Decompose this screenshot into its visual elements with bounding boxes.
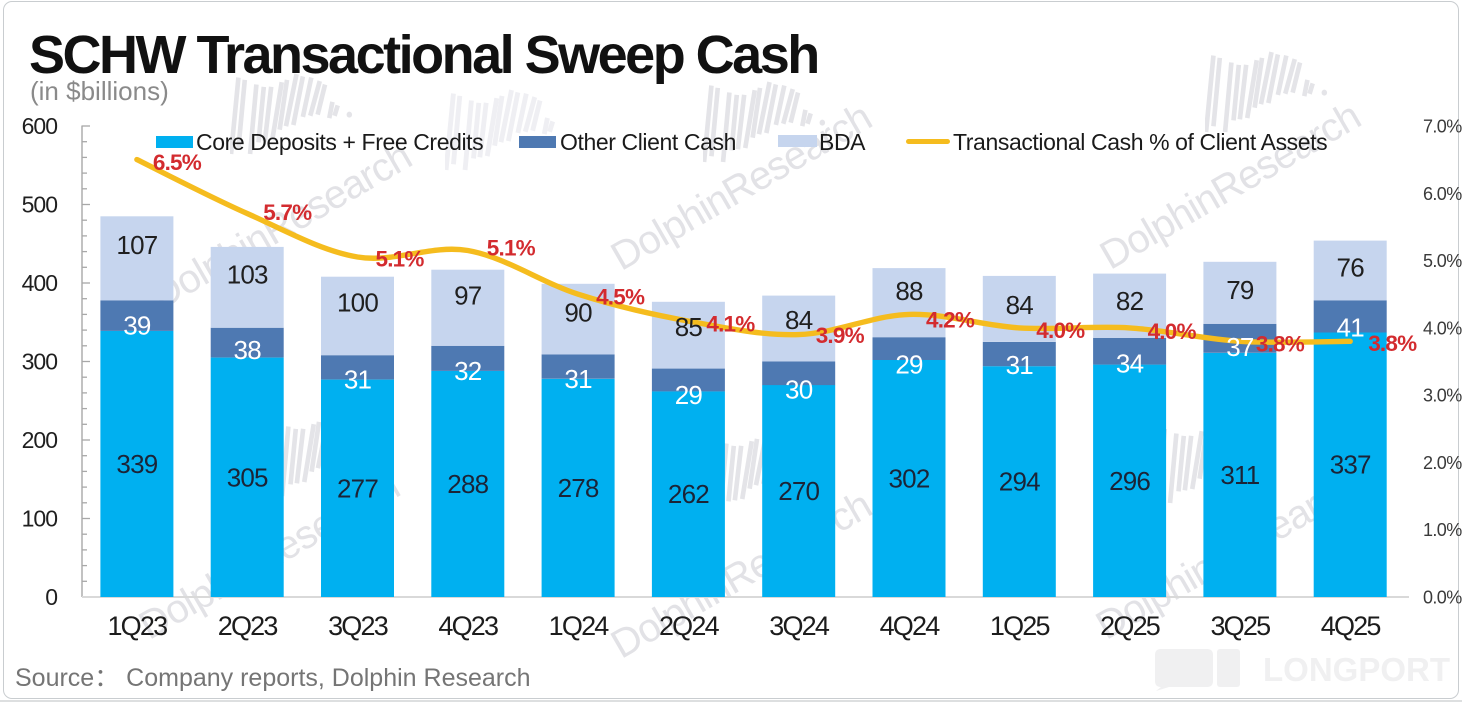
svg-text:1Q25: 1Q25 — [990, 611, 1050, 641]
svg-text:339: 339 — [116, 449, 157, 479]
svg-text:38: 38 — [234, 335, 262, 365]
svg-text:3Q24: 3Q24 — [769, 611, 830, 641]
svg-text:2Q24: 2Q24 — [659, 611, 720, 641]
svg-text:41: 41 — [1337, 312, 1365, 342]
svg-text:32: 32 — [454, 356, 482, 386]
svg-text:79: 79 — [1226, 275, 1254, 305]
svg-text:4.0%: 4.0% — [1148, 319, 1197, 344]
svg-text:5.1%: 5.1% — [487, 236, 536, 261]
svg-text:6.0%: 6.0% — [1423, 184, 1462, 204]
svg-text:90: 90 — [564, 298, 592, 328]
svg-text:302: 302 — [889, 464, 930, 494]
svg-text:288: 288 — [447, 469, 488, 499]
svg-text:1Q23: 1Q23 — [107, 611, 167, 641]
svg-text:84: 84 — [1006, 290, 1034, 320]
svg-text:4.5%: 4.5% — [596, 285, 645, 310]
svg-text:107: 107 — [116, 230, 157, 260]
svg-text:296: 296 — [1109, 466, 1150, 496]
svg-text:262: 262 — [668, 479, 709, 509]
svg-text:82: 82 — [1116, 286, 1144, 316]
svg-text:85: 85 — [675, 312, 703, 342]
svg-text:4Q24: 4Q24 — [880, 611, 941, 641]
svg-text:400: 400 — [22, 270, 58, 296]
svg-text:5.1%: 5.1% — [376, 247, 425, 272]
svg-text:7.0%: 7.0% — [1423, 117, 1462, 137]
svg-text:1.0%: 1.0% — [1423, 520, 1462, 540]
svg-text:277: 277 — [337, 473, 378, 503]
svg-text:100: 100 — [22, 506, 58, 532]
svg-text:3.8%: 3.8% — [1368, 331, 1417, 356]
svg-text:3Q25: 3Q25 — [1210, 611, 1270, 641]
svg-text:1Q24: 1Q24 — [549, 611, 610, 641]
svg-text:4.1%: 4.1% — [706, 311, 755, 336]
svg-text:0.0%: 0.0% — [1423, 588, 1462, 608]
svg-text:4.0%: 4.0% — [1423, 318, 1462, 338]
svg-text:37: 37 — [1226, 332, 1254, 362]
svg-text:3.8%: 3.8% — [1256, 332, 1305, 357]
svg-text:39: 39 — [123, 310, 151, 340]
svg-text:5.7%: 5.7% — [263, 200, 312, 225]
svg-text:30: 30 — [785, 374, 813, 404]
svg-text:337: 337 — [1330, 450, 1371, 480]
svg-text:311: 311 — [1220, 460, 1259, 490]
svg-text:5.0%: 5.0% — [1423, 251, 1462, 271]
svg-text:31: 31 — [564, 364, 592, 394]
svg-text:84: 84 — [785, 305, 813, 335]
svg-text:31: 31 — [1006, 350, 1034, 380]
svg-text:200: 200 — [22, 427, 58, 453]
svg-text:97: 97 — [454, 280, 482, 310]
svg-text:2Q23: 2Q23 — [218, 611, 278, 641]
svg-text:2.0%: 2.0% — [1423, 453, 1462, 473]
svg-text:3.0%: 3.0% — [1423, 386, 1462, 406]
svg-text:3Q23: 3Q23 — [328, 611, 388, 641]
svg-text:29: 29 — [675, 380, 703, 410]
svg-text:6.5%: 6.5% — [153, 150, 202, 175]
svg-text:2Q25: 2Q25 — [1100, 611, 1160, 641]
svg-text:300: 300 — [22, 349, 58, 375]
svg-text:88: 88 — [895, 276, 923, 306]
svg-text:305: 305 — [227, 462, 268, 492]
svg-text:4Q23: 4Q23 — [438, 611, 498, 641]
svg-text:278: 278 — [558, 473, 599, 503]
svg-text:29: 29 — [895, 350, 923, 380]
svg-text:270: 270 — [778, 476, 819, 506]
svg-text:4Q25: 4Q25 — [1321, 611, 1381, 641]
svg-text:100: 100 — [337, 288, 378, 318]
svg-text:294: 294 — [999, 467, 1040, 497]
svg-text:4.0%: 4.0% — [1036, 318, 1085, 343]
svg-text:3.9%: 3.9% — [816, 323, 865, 348]
svg-text:500: 500 — [22, 192, 58, 218]
svg-text:103: 103 — [227, 260, 268, 290]
svg-text:4.2%: 4.2% — [926, 308, 975, 333]
svg-text:34: 34 — [1116, 348, 1144, 378]
svg-text:31: 31 — [344, 365, 372, 395]
svg-text:76: 76 — [1337, 253, 1365, 283]
svg-text:0: 0 — [45, 584, 57, 610]
svg-text:600: 600 — [22, 113, 58, 139]
